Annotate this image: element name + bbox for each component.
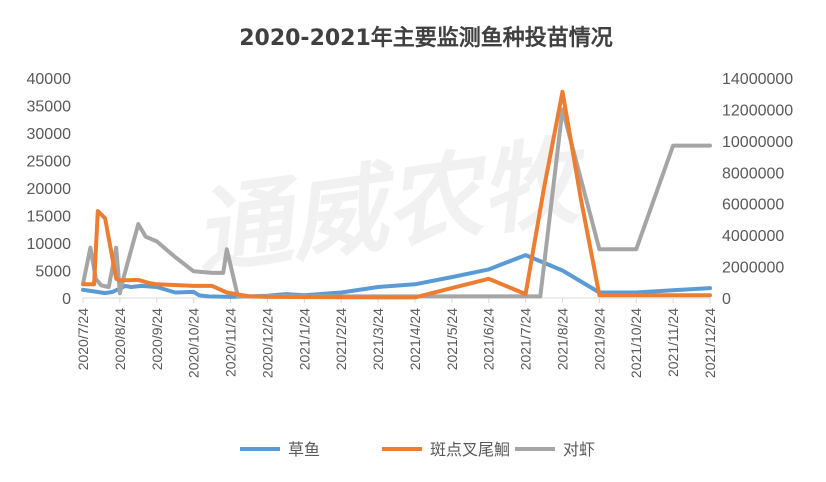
x-tick-label: 2021/11/24: [665, 308, 681, 377]
axes-group: 0 5000 10000 15000 20000 25000 30000 35000 40000…: [27, 71, 794, 378]
x-tick-label: 2020/8/24: [112, 308, 128, 370]
y-left-tick-label: 40000: [27, 71, 72, 88]
y-left-tick-label: 20000: [27, 181, 72, 198]
x-tick-label: 2021/9/24: [591, 308, 607, 370]
y-left-tick-label: 10000: [27, 236, 72, 253]
x-tick-label: 2021/2/24: [333, 308, 349, 370]
x-tick-label: 2021/12/24: [702, 308, 718, 378]
legend-label: 对虾: [563, 440, 595, 459]
legend-label: 斑点叉尾鮰: [430, 440, 510, 459]
x-tick-label: 2021/7/24: [518, 308, 534, 370]
watermark-text: 通威农牧: [187, 123, 597, 289]
chart-title: 2020-2021年主要监测鱼种投苗情况: [239, 25, 613, 51]
y-right-tick-label: 12000000: [722, 102, 793, 119]
x-tick-label: 2021/1/24: [296, 308, 312, 370]
y-right-tick-label: 2000000: [722, 260, 784, 277]
x-tick-label: 2021/4/24: [407, 308, 423, 370]
y-left-tick-label: 30000: [27, 126, 72, 143]
legend: 草鱼 斑点叉尾鮰 对虾: [240, 440, 595, 459]
series-line-2: [81, 89, 712, 300]
y-right-tick-label: 4000000: [722, 228, 784, 245]
x-tick-label: 2020/12/24: [259, 308, 275, 378]
x-tick-label: 2021/6/24: [481, 308, 497, 370]
y-left-tick-label: 5000: [35, 264, 71, 281]
x-tick-label: 2021/8/24: [554, 308, 570, 370]
series-line-3: [81, 107, 712, 299]
y-left-tick-label: 15000: [27, 209, 72, 226]
x-tick-label: 2020/9/24: [149, 308, 165, 370]
x-tick-label: 2021/5/24: [444, 308, 460, 370]
y-right-tick-label: 10000000: [722, 134, 793, 151]
y-right-tick-label: 0: [722, 291, 731, 308]
x-tick-label: 2020/7/24: [75, 308, 91, 370]
y-right-tick-label: 8000000: [722, 165, 784, 182]
y-right-tick-label: 14000000: [722, 71, 793, 88]
x-tick-label: 2020/11/24: [223, 308, 239, 377]
x-tick-label: 2020/10/24: [186, 308, 202, 378]
y-left-tick-label: 25000: [27, 154, 72, 171]
x-tick-label: 2021/3/24: [370, 308, 386, 370]
legend-label: 草鱼: [288, 440, 320, 459]
x-tick-label: 2021/10/24: [628, 308, 644, 378]
y-left-tick-label: 0: [62, 291, 71, 308]
series-layer: [81, 89, 712, 300]
y-left-tick-label: 35000: [27, 99, 72, 116]
y-right-tick-label: 6000000: [722, 197, 784, 214]
